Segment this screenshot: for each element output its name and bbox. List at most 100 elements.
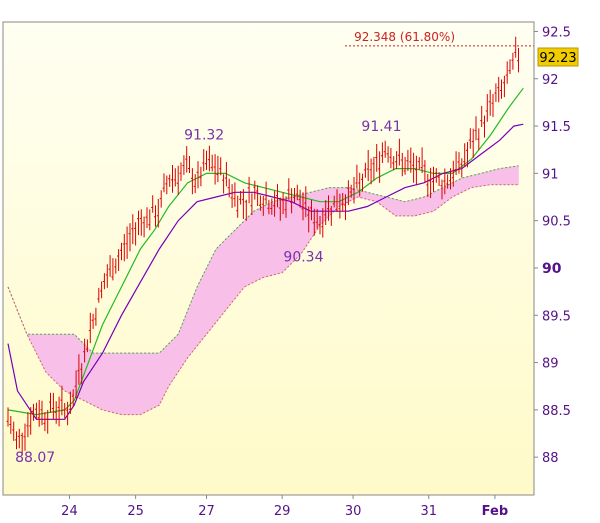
y-axis: 88 88.5 89 89.5 90 90.5 91 91.5 92 92.5 [533, 22, 571, 495]
y-tick-label: 90.5 [542, 215, 571, 230]
cloud-segment [475, 173, 479, 188]
y-tick-label: 91 [542, 167, 559, 182]
cloud-segment [203, 267, 207, 338]
cloud-segment [359, 190, 363, 199]
cloud-segment [40, 333, 44, 368]
cloud-segment [111, 352, 115, 414]
cloud-segment [390, 197, 394, 215]
cloud-segment [206, 263, 210, 336]
cloud-segment [461, 177, 465, 193]
cloud-segment [52, 333, 56, 383]
cloud-segment [265, 203, 269, 278]
cloud-segment [201, 272, 205, 341]
cloud-segment [57, 333, 61, 387]
cloud-segment [132, 352, 136, 415]
cloud-segment [232, 229, 236, 303]
cloud-segment [494, 168, 498, 186]
cloud-segment [255, 208, 259, 282]
cloud-segment [251, 210, 255, 284]
cloud-segment [180, 322, 184, 370]
cloud-segment [506, 166, 510, 186]
ichimoku-cloud [7, 165, 519, 416]
cloud-segment [66, 333, 70, 394]
cloud-segment [260, 205, 264, 280]
cloud-segment [229, 231, 233, 306]
cloud-segment [182, 316, 186, 366]
cloud-segment [213, 248, 217, 327]
y-tick-label: 92 [542, 73, 559, 88]
fib-label: 92.348 (61.80%) [354, 30, 455, 44]
cloud-segment [97, 352, 101, 410]
cloud-segment [492, 169, 496, 186]
y-tick-label: 91.5 [542, 120, 571, 135]
y-tick-label: 89.5 [542, 309, 571, 324]
y-tick-label: 92.5 [542, 25, 571, 40]
cloud-segment [236, 224, 240, 297]
x-axis: 24 25 27 29 30 31 Feb [61, 495, 508, 519]
cloud-segment [128, 352, 132, 415]
cloud-segment [99, 352, 103, 411]
price-annotation: 88.07 [15, 450, 55, 466]
cloud-segment [163, 345, 167, 396]
cloud-segment [409, 199, 413, 217]
cloud-segment [116, 352, 120, 415]
cloud-segment [402, 200, 406, 217]
cloud-segment [125, 352, 129, 415]
cloud-segment [430, 191, 434, 213]
cloud-segment [149, 352, 153, 411]
cloud-segment [151, 352, 155, 410]
cloud-segment [192, 292, 196, 353]
cloud-segment [71, 333, 75, 397]
cloud-segment [371, 193, 375, 202]
cloud-segment [140, 352, 144, 416]
x-tick-label: 25 [127, 504, 144, 519]
cloud-segment [227, 234, 231, 309]
cloud-segment [45, 333, 49, 376]
cloud-segment [154, 352, 158, 408]
cloud-segment [168, 340, 172, 388]
y-tick-label: 90 [542, 261, 562, 277]
cloud-segment [225, 236, 229, 312]
cloud-segment [144, 352, 148, 413]
cloud-segment [364, 191, 368, 200]
cloud-segment [262, 204, 266, 278]
cloud-segment [244, 217, 248, 288]
cloud-segment [487, 170, 491, 186]
cloud-segment [392, 198, 396, 217]
cloud-segment [246, 215, 250, 287]
indicator-line-1 [7, 87, 524, 416]
x-tick-label: 31 [420, 504, 437, 519]
cloud-segment [241, 219, 245, 291]
cloud-segment [156, 352, 160, 407]
cloud-segment [501, 167, 505, 186]
cloud-segment [109, 352, 113, 413]
cloud-segment [64, 333, 68, 393]
cloud-segment [485, 171, 489, 186]
cloud-segment [258, 207, 262, 281]
cloud-segment [468, 175, 472, 190]
cloud-segment [435, 189, 439, 211]
cloud-segment [234, 227, 238, 300]
last-price-marker: 92.23 [537, 47, 579, 67]
cloud-segment [196, 282, 200, 347]
cloud-segment [121, 352, 125, 415]
cloud-segment [421, 196, 425, 215]
cloud-segment [480, 172, 484, 187]
cloud-segment [411, 198, 415, 217]
price-candles [6, 36, 519, 456]
cloud-segment [473, 174, 477, 188]
x-tick-label: 29 [274, 504, 291, 519]
cloud-segment [454, 179, 458, 197]
cloud-segment [499, 167, 503, 186]
cloud-segment [173, 335, 177, 381]
cloud-segment [184, 310, 188, 363]
cloud-segment [456, 178, 460, 196]
x-tick-label: 27 [198, 504, 215, 519]
cloud-segment [459, 177, 463, 194]
cloud-segment [381, 195, 385, 208]
cloud-segment [426, 194, 430, 214]
cloud-segment [400, 200, 404, 217]
senkou-span-b [7, 184, 519, 416]
cloud-segment [222, 238, 226, 315]
